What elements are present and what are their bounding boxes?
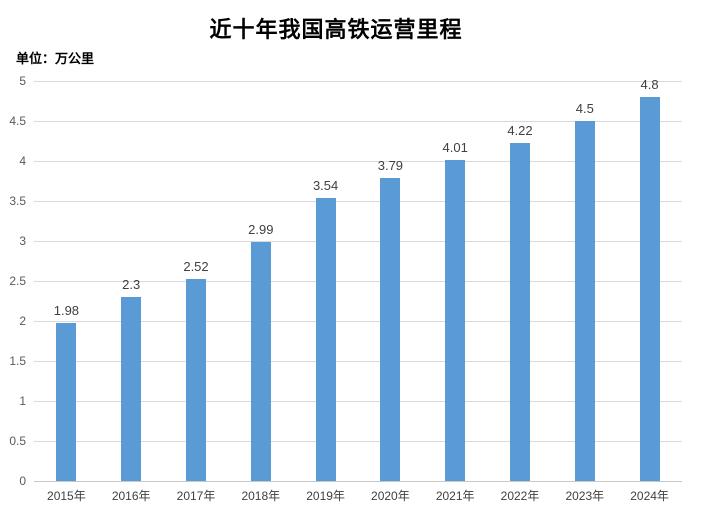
y-gridline [34,401,682,402]
bar-value-label: 2.3 [122,277,141,292]
x-axis-tick-label: 2021年 [435,489,475,503]
bar-value-label: 3.79 [377,157,404,173]
bar [380,177,401,481]
x-axis-tick-label: 2016年 [111,489,151,503]
x-axis-line [34,481,682,482]
bar [56,322,77,481]
y-gridline [34,241,682,242]
x-axis-tick-label: 2015年 [47,489,86,503]
x-axis-tick-label: 2020年 [371,489,410,503]
x-axis-tick-label: 2017年 [176,489,216,503]
bar-value-label: 1.98 [53,302,80,318]
y-gridline [34,361,682,362]
y-gridline [34,121,682,122]
bar-value-label: 2.99 [248,221,274,237]
y-gridline [34,201,682,202]
y-axis-tick-label: 0 [19,474,26,488]
x-axis-tick-label: 2023年 [565,489,605,503]
bar [510,143,530,481]
x-axis-tick-label: 2022年 [500,489,540,503]
x-axis-tick-label: 2018年 [241,489,281,503]
y-gridline [34,161,682,162]
y-axis-tick-label: 3.5 [9,194,26,208]
bar-value-label: 4.5 [575,101,594,116]
bar [574,121,595,481]
bar-value-label: 4.22 [507,123,533,139]
bar [639,97,660,481]
bar-value-label: 3.54 [312,177,339,193]
bar [250,241,271,481]
chart-title: 近十年我国高铁运营里程 [209,17,463,42]
bar-value-label: 4.8 [640,77,659,92]
y-axis-tick-label: 4.5 [9,114,26,128]
bar [315,197,336,481]
y-axis-tick-label: 1 [19,394,26,408]
bar [121,297,142,481]
y-axis-tick-label: 2 [19,314,26,328]
bar-value-label: 4.01 [442,140,468,156]
bar [445,160,466,481]
y-gridline [34,441,682,442]
y-axis-tick-label: 4 [19,154,26,168]
x-axis-tick-label: 2024年 [630,489,669,503]
x-axis-tick-label: 2019年 [306,489,345,503]
y-axis-tick-label: 5 [19,74,26,88]
bar [186,279,206,481]
y-axis-tick-label: 3 [19,234,26,248]
y-axis-tick-label: 2.5 [9,274,26,288]
y-gridline [34,281,682,282]
y-axis-tick-label: 0.5 [9,434,26,448]
bar-value-label: 2.52 [183,259,209,275]
y-gridline [34,81,682,82]
y-gridline [34,321,682,322]
y-axis-tick-label: 1.5 [9,354,26,368]
unit-label: 单位：万公里 [16,51,95,66]
